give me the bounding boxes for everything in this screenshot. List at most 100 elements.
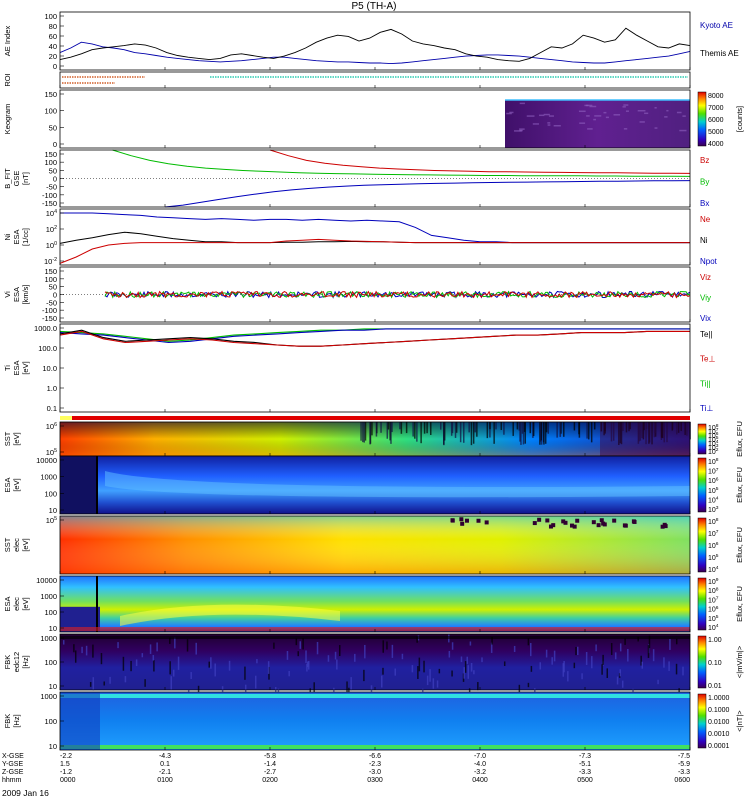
keogram-streak bbox=[654, 127, 658, 129]
noise-stripe bbox=[500, 422, 503, 430]
legend-ti: Ti⊥ bbox=[700, 404, 713, 413]
panel-ylabel: B_FIT bbox=[3, 168, 12, 189]
series-temperature bbox=[59, 328, 690, 344]
ytick-label: 10 bbox=[49, 742, 57, 751]
ephem-value: -2.3 bbox=[369, 761, 381, 768]
fbk-e-stripe bbox=[391, 644, 394, 658]
fbk-e-stripe bbox=[254, 675, 257, 689]
legend-themis-ae: Themis AE bbox=[700, 49, 739, 58]
fbk-e-stripe bbox=[302, 638, 304, 650]
series-temperature bbox=[59, 330, 690, 347]
sst-elec-dropout bbox=[569, 523, 574, 528]
ytick-label: -50 bbox=[46, 183, 57, 192]
fbk-e-stripe bbox=[244, 666, 246, 680]
legend-te: Te|| bbox=[700, 330, 713, 339]
ytick-label: 10 bbox=[49, 506, 57, 515]
fbk-e-stripe bbox=[313, 682, 315, 693]
fbk-e-stripe bbox=[473, 670, 475, 675]
noise-stripe bbox=[443, 422, 445, 446]
keogram-streak bbox=[623, 104, 629, 106]
ytick-label: 100 bbox=[44, 608, 57, 617]
ytick-label: 150 bbox=[44, 90, 57, 99]
fbk-e-stripe bbox=[186, 639, 189, 652]
sst-elec-dropout bbox=[561, 519, 566, 524]
noise-stripe bbox=[590, 422, 593, 443]
esa-ion-early bbox=[60, 456, 96, 514]
noise-stripe bbox=[468, 422, 470, 433]
fbk-e-stripe bbox=[467, 665, 470, 679]
noise-stripe bbox=[518, 422, 521, 431]
fbk-e-stripe bbox=[595, 644, 597, 652]
panel-ylabel: ESA bbox=[3, 596, 12, 611]
colorbar-label: Eflux, EFU bbox=[735, 467, 744, 503]
sst-elec-dropout bbox=[563, 520, 568, 525]
colorbar-label: <|nT|> bbox=[735, 710, 744, 732]
fbk-e-stripe bbox=[124, 676, 127, 683]
ytick-label: 1000.0 bbox=[34, 324, 57, 333]
ytick-label: 105 bbox=[46, 448, 57, 457]
ytick-label: 100 bbox=[44, 658, 57, 667]
noise-stripe bbox=[364, 422, 367, 441]
ytick-label: 100 bbox=[44, 12, 57, 21]
keogram-streak bbox=[579, 122, 586, 124]
keogram-streak bbox=[637, 110, 646, 112]
fbk-e-spectrogram bbox=[60, 634, 690, 690]
ephem-value: -7.3 bbox=[579, 753, 591, 760]
noise-stripe bbox=[663, 422, 665, 443]
noise-stripe bbox=[371, 422, 373, 436]
panel-ylabel: ESA bbox=[12, 229, 21, 244]
keogram-streak bbox=[514, 130, 522, 132]
fbk-e-stripe bbox=[448, 650, 451, 658]
ephem-value: -5.8 bbox=[264, 753, 276, 760]
noise-stripe bbox=[677, 422, 680, 433]
fbk-e-stripe bbox=[122, 656, 125, 671]
ytick-label: 10 bbox=[49, 624, 57, 633]
sst-elec-dropout bbox=[612, 518, 617, 523]
fbk-e-stripe bbox=[530, 665, 533, 672]
fbk-e-stripe bbox=[153, 660, 155, 672]
noise-stripe bbox=[522, 422, 525, 445]
colorbar-tick: 108 bbox=[708, 423, 719, 432]
colorbar-label: <|mV/m|> bbox=[735, 645, 744, 678]
noise-stripe bbox=[643, 422, 645, 431]
ephem-value: 1.5 bbox=[60, 761, 70, 768]
esa-elec-band bbox=[120, 604, 340, 626]
fbk-e-stripe bbox=[657, 679, 659, 685]
series-bz bbox=[269, 149, 691, 174]
noise-stripe bbox=[520, 422, 522, 445]
noise-stripe bbox=[586, 422, 588, 439]
fbk-b-top bbox=[60, 694, 690, 698]
sst-ion-late bbox=[600, 422, 690, 456]
noise-stripe bbox=[684, 422, 686, 435]
noise-stripe bbox=[399, 422, 401, 430]
fbk-e-stripe bbox=[464, 661, 467, 673]
noise-stripe bbox=[512, 422, 514, 436]
sst-elec-dropout bbox=[596, 523, 601, 528]
noise-stripe bbox=[649, 422, 651, 443]
colorbar-tick: 103 bbox=[708, 443, 719, 452]
noise-stripe bbox=[676, 422, 678, 435]
keogram-streak bbox=[682, 115, 686, 117]
noise-stripe bbox=[539, 422, 542, 442]
panel-ylabel: [1/cc] bbox=[21, 228, 30, 246]
colorbar-tick: 0.01 bbox=[708, 683, 722, 690]
keogram-streak bbox=[594, 115, 602, 117]
panel-ylabel: elec bbox=[12, 538, 21, 552]
ytick-label: 20 bbox=[49, 52, 57, 61]
ytick-label: 10000 bbox=[36, 456, 57, 465]
noise-stripe bbox=[440, 422, 442, 430]
ytick-label: 0 bbox=[53, 175, 57, 184]
keogram-streak bbox=[584, 104, 593, 107]
ephem-value: -6.6 bbox=[369, 753, 381, 760]
fbk-e-stripe bbox=[417, 666, 419, 679]
colorbar bbox=[697, 577, 707, 631]
keogram-streak bbox=[539, 114, 545, 117]
noise-stripe bbox=[416, 422, 418, 442]
fbk-e-stripe bbox=[208, 661, 210, 668]
noise-stripe bbox=[637, 422, 640, 444]
fbk-e-stripe bbox=[141, 653, 144, 658]
panel-ylabel: [eV] bbox=[12, 478, 21, 491]
fbk-e-stripe bbox=[418, 657, 421, 672]
ytick-label: 1000 bbox=[40, 692, 57, 701]
legend-vix: Vix bbox=[700, 314, 711, 323]
